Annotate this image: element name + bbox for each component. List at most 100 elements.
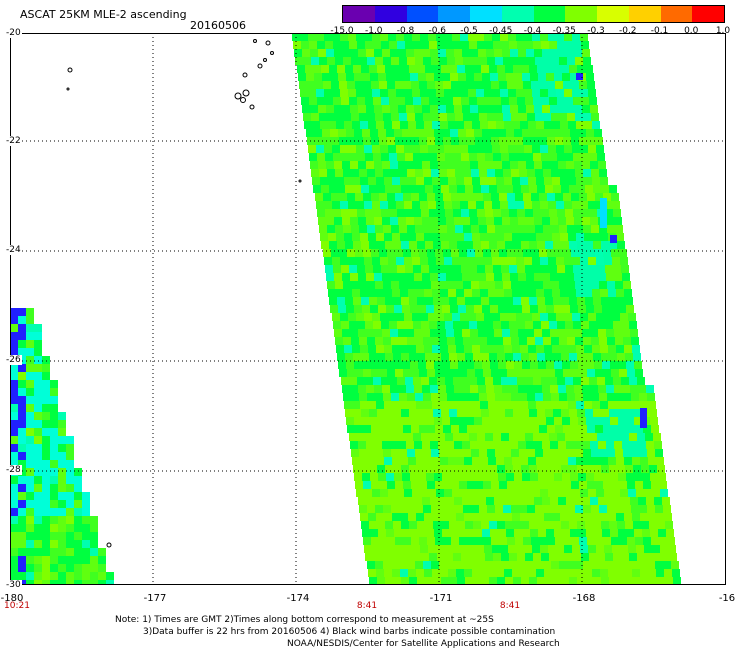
wind-cell: [479, 393, 487, 401]
wind-cell: [546, 361, 554, 369]
wind-cell: [515, 193, 523, 201]
wind-cell: [342, 385, 350, 393]
wind-cell: [614, 273, 622, 281]
wind-cell: [499, 481, 507, 489]
wind-cell: [469, 377, 477, 385]
wind-cell: [422, 105, 430, 113]
wind-cell: [480, 457, 488, 465]
wind-cell: [491, 193, 499, 201]
wind-cell: [630, 385, 638, 393]
colorbar-tick-label: -0.8: [396, 26, 415, 36]
wind-cell: [584, 513, 592, 521]
wind-cell: [448, 345, 456, 353]
wind-cell: [528, 401, 536, 409]
wind-cell: [416, 121, 424, 129]
wind-cell: [446, 329, 454, 337]
wind-cell: [446, 105, 454, 113]
wind-cell: [615, 281, 623, 289]
wind-cell: [631, 561, 639, 569]
wind-cell: [530, 473, 538, 481]
wind-cell: [452, 33, 460, 41]
wind-cell: [465, 353, 473, 361]
wind-cell: [445, 433, 453, 441]
wind-cell: [488, 401, 496, 409]
wind-cell: [461, 321, 469, 329]
wind-cell: [344, 401, 352, 409]
wind-cell: [481, 521, 489, 529]
wind-cell: [42, 404, 50, 412]
island: [298, 179, 302, 183]
wind-cell: [365, 377, 373, 385]
wind-cell: [369, 577, 377, 585]
wind-cell: [537, 185, 545, 193]
wind-cell: [545, 353, 553, 361]
wind-cell: [436, 145, 444, 153]
wind-cell: [519, 57, 527, 65]
wind-cell: [360, 457, 368, 465]
wind-cell: [375, 449, 383, 457]
wind-cell: [361, 465, 369, 473]
wind-cell: [442, 529, 450, 537]
wind-cell: [665, 577, 673, 585]
wind-cell: [26, 580, 34, 585]
wind-cell: [427, 537, 435, 545]
wind-cell: [611, 369, 619, 377]
wind-cell: [512, 289, 520, 297]
wind-cell: [534, 497, 542, 505]
wind-cell: [479, 225, 487, 233]
wind-cell: [555, 81, 563, 89]
wind-cell: [378, 305, 386, 313]
wind-cell: [318, 49, 326, 57]
wind-cell: [425, 241, 433, 249]
wind-cell: [587, 193, 595, 201]
wind-cell: [370, 529, 378, 537]
wind-cell: [611, 481, 619, 489]
wind-cell: [628, 545, 636, 553]
wind-cell: [383, 449, 391, 457]
wind-cell: [521, 241, 529, 249]
wind-cell: [462, 217, 470, 225]
wind-cell: [396, 489, 404, 497]
wind-cell: [382, 329, 390, 337]
wind-cell: [444, 201, 452, 209]
wind-cell: [473, 577, 481, 585]
wind-cell: [597, 433, 605, 441]
wind-cell: [453, 321, 461, 329]
wind-cell: [396, 201, 404, 209]
wind-cell: [454, 49, 462, 57]
wind-cell: [569, 521, 577, 529]
wind-cell: [495, 225, 503, 233]
wind-cell: [414, 441, 422, 449]
wind-cell: [463, 113, 471, 121]
wind-cell: [421, 153, 429, 161]
wind-cell: [340, 89, 348, 97]
wind-cell: [352, 121, 360, 129]
wind-cell: [409, 353, 417, 361]
wind-cell: [608, 569, 616, 577]
wind-cell: [302, 49, 310, 57]
wind-cell: [558, 273, 566, 281]
wind-cell: [671, 561, 679, 569]
wind-cell: [518, 441, 526, 449]
wind-cell: [58, 428, 66, 436]
wind-cell: [384, 289, 392, 297]
wind-cell: [402, 529, 410, 537]
wind-cell: [513, 409, 521, 417]
wind-cell: [82, 516, 90, 524]
wind-cell: [485, 41, 493, 49]
wind-cell: [445, 97, 453, 105]
wind-cell: [591, 337, 599, 345]
wind-cell: [617, 241, 625, 249]
wind-cell: [344, 345, 352, 353]
wind-cell: [543, 169, 551, 177]
wind-cell: [352, 289, 360, 297]
wind-cell: [380, 545, 388, 553]
wind-cell: [632, 569, 640, 577]
wind-cell: [532, 145, 540, 153]
wind-cell: [624, 513, 632, 521]
wind-cell: [577, 409, 585, 417]
wind-cell: [58, 508, 66, 516]
wind-cell: [90, 540, 98, 548]
wind-cell: [449, 521, 457, 529]
wind-cell: [620, 313, 628, 321]
